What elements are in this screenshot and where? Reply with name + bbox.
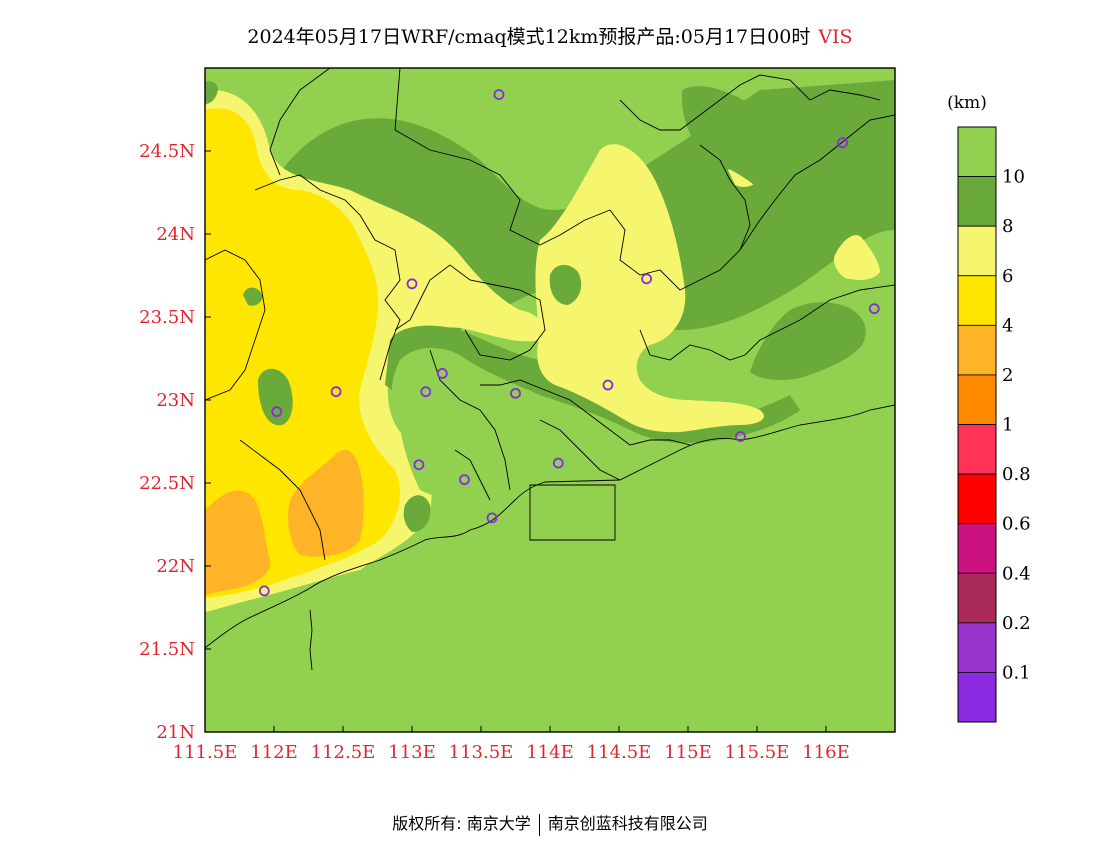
island-leizhou — [309, 609, 313, 671]
footer-company: 南京创蓝科技有限公司 — [547, 814, 708, 833]
colorbar-frame — [957, 126, 997, 723]
y-tick-label: 22.5N — [139, 473, 195, 494]
x-tick-label: 113E — [388, 742, 436, 763]
x-tick-label: 115.5E — [725, 742, 790, 763]
colorbar-swatch — [957, 176, 997, 227]
vis-6-8-east-area — [535, 144, 764, 433]
colorbar-label: 2 — [1002, 365, 1013, 386]
city-station-marker — [459, 474, 470, 486]
county-line-7 — [429, 349, 511, 501]
city-station-marker — [510, 387, 521, 399]
colorbar-label: 8 — [1002, 216, 1013, 237]
county-line-2 — [269, 68, 561, 246]
vis-6-8-ne-area — [834, 235, 880, 280]
x-tick-label: 112E — [250, 742, 298, 763]
vis-2-4-area-2 — [288, 450, 364, 557]
title-main: 2024年05月17日WRF/cmaq模式12km预报产品:05月17日00时 — [247, 26, 811, 48]
y-tick-label: 21N — [156, 722, 195, 743]
city-station-marker — [486, 512, 498, 524]
y-tick-label: 23.5N — [139, 307, 195, 328]
vis-8-10-coast-patch — [403, 495, 431, 532]
y-tick-label: 24.5N — [139, 141, 195, 162]
contour-fill-layer — [205, 68, 895, 732]
colorbar-label: 0.8 — [1002, 464, 1031, 485]
county-line-8 — [529, 419, 621, 541]
colorbar-label: 0.2 — [1002, 613, 1031, 634]
colorbar-swatch — [957, 275, 997, 326]
colorbar-swatch — [957, 324, 997, 376]
footer-separator — [538, 813, 540, 836]
county-line-6 — [480, 379, 691, 446]
city-station-marker — [868, 303, 880, 315]
colorbar: (km) 10 8 6 4 2 1 0.8 0.6 0.4 0.2 0.1 — [947, 93, 1031, 723]
footer-copyright: 版权所有: 南京大学 — [392, 814, 531, 833]
coastline — [205, 404, 895, 649]
title-variable: VIS — [818, 26, 853, 48]
county-line-5 — [639, 284, 895, 361]
county-line-10 — [205, 249, 266, 401]
x-tick-label: 111.5E — [173, 742, 238, 763]
vis-8-10-west-patch-2 — [243, 287, 263, 306]
city-station-marker — [436, 368, 448, 379]
vis-8-10-ne-area — [681, 86, 828, 216]
colorbar-swatch — [957, 126, 997, 177]
y-tick-label: 21.5N — [139, 639, 195, 660]
x-tick-label: 114.5E — [587, 742, 652, 763]
x-tick-label: 115E — [664, 742, 712, 763]
colorbar-swatch — [957, 523, 997, 574]
city-station-marker — [837, 137, 848, 149]
vis-8-10-east-patch — [549, 264, 582, 305]
colorbar-swatch — [957, 374, 997, 425]
county-line-1 — [254, 174, 401, 381]
footer: 版权所有: 南京大学 南京创蓝科技有限公司 — [0, 810, 1100, 836]
vis-2-4-area — [205, 490, 271, 595]
vis-8-10-far-nw — [205, 81, 218, 104]
county-line-4 — [394, 264, 546, 361]
colorbar-label: 1 — [1002, 415, 1013, 436]
y-tick-label: 24N — [156, 224, 195, 245]
city-station-marker — [258, 585, 270, 597]
vis-gt-10-delta-area — [398, 336, 660, 502]
axes: 111.5E 112E 112.5E 113E 113.5E 114E 114.5E 115E… — [139, 141, 850, 763]
colorbar-swatch — [957, 424, 997, 475]
city-station-marker — [330, 386, 342, 398]
map-title: 2024年05月17日WRF/cmaq模式12km预报产品:05月17日00时 V… — [0, 22, 1100, 49]
colorbar-swatch — [957, 672, 997, 723]
county-line-3 — [559, 114, 895, 291]
city-station-marker — [420, 386, 432, 398]
colorbar-unit: (km) — [947, 93, 987, 113]
x-tick-label: 116E — [802, 742, 850, 763]
county-line-9 — [239, 439, 326, 561]
colorbar-swatch — [957, 572, 997, 624]
city-station-marker — [735, 431, 746, 442]
colorbar-label: 0.4 — [1002, 563, 1031, 584]
x-tick-label: 114E — [526, 742, 574, 763]
colorbar-label: 0.1 — [1002, 662, 1031, 683]
vis-8-10-west-patch — [258, 368, 293, 426]
city-station-marker — [493, 89, 505, 100]
vis-8-10-e-area — [750, 302, 866, 380]
y-tick-label: 22N — [156, 556, 195, 577]
county-line-12 — [699, 144, 751, 251]
colorbar-label: 10 — [1002, 167, 1025, 188]
x-tick-label: 112.5E — [311, 742, 376, 763]
y-tick-label: 23N — [156, 390, 195, 411]
x-tick-label: 113.5E — [449, 742, 514, 763]
city-station-marker — [552, 457, 564, 469]
colorbar-swatch — [957, 473, 997, 525]
county-line-11 — [619, 74, 881, 131]
colorbar-swatch — [957, 622, 997, 673]
city-station-marker — [271, 406, 283, 418]
colorbar-label: 0.6 — [1002, 514, 1031, 535]
city-station-marker — [406, 278, 418, 290]
city-station-marker — [602, 379, 614, 391]
colorbar-label: 6 — [1002, 266, 1013, 287]
city-station-marker — [413, 459, 425, 471]
city-station-marker — [641, 273, 652, 285]
station-markers — [258, 89, 880, 597]
colorbar-label: 4 — [1002, 315, 1013, 336]
boundary-lines — [205, 68, 895, 671]
colorbar-swatch — [957, 225, 997, 277]
